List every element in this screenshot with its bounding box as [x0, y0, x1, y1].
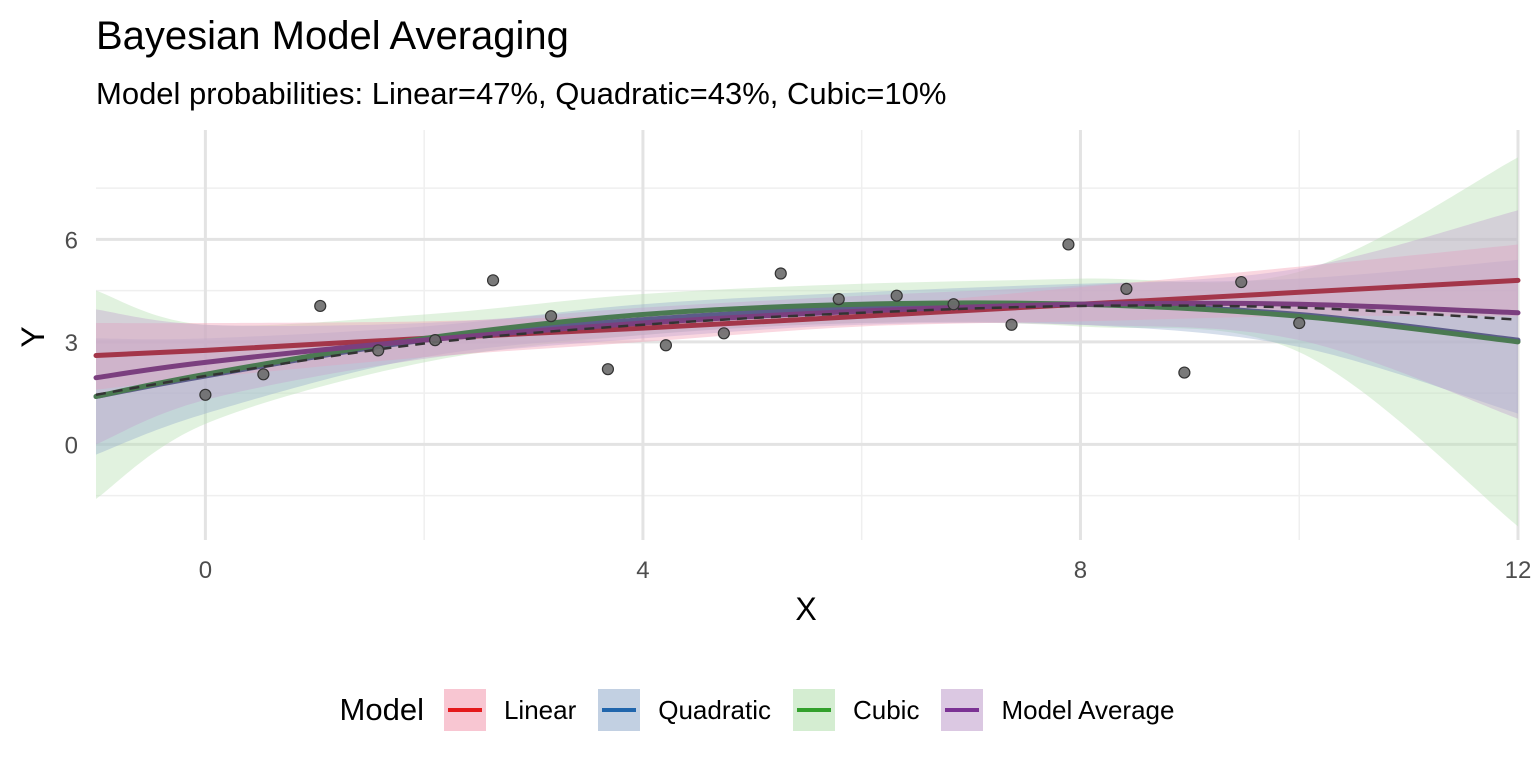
legend-key-cubic: [792, 689, 835, 731]
data-point: [486, 274, 500, 287]
legend-label-linear: Linear: [503, 694, 577, 725]
data-point: [1293, 316, 1306, 330]
reference-curve-dashed: [95, 304, 1519, 397]
x-axis-title: X: [795, 591, 816, 627]
line-linear: [93, 277, 1521, 358]
legend-label-cubic: Cubic: [852, 694, 920, 725]
legend-item-model-average: Model Average: [941, 689, 1174, 731]
chart-title: Bayesian Model Averaging: [96, 14, 569, 58]
data-point: [601, 363, 615, 376]
data-point: [717, 327, 730, 340]
data-point: [1178, 366, 1191, 379]
data-point: [947, 298, 960, 311]
legend-key-linear: [443, 689, 486, 731]
y-tick-label: 6: [65, 227, 78, 254]
x-tick-label: 0: [199, 557, 212, 584]
legend-item-quadratic: Quadratic: [598, 689, 771, 731]
x-tick-label: 12: [1505, 557, 1532, 584]
data-point: [1235, 275, 1248, 289]
legend-key-model-average: [941, 689, 984, 731]
legend-key-quadratic: [598, 689, 641, 731]
axis-ticks: 0 4 8 12 0 3 6: [65, 227, 1532, 584]
y-tick-label: 0: [65, 432, 78, 459]
legend-item-cubic: Cubic: [792, 689, 920, 731]
band-model-average: [96, 210, 1518, 445]
data-point: [544, 310, 558, 323]
data-point: [1005, 318, 1018, 331]
x-tick-label: 4: [636, 557, 649, 584]
data-point: [428, 334, 442, 347]
data-point: [257, 368, 270, 381]
y-axis-title: Y: [15, 326, 51, 347]
data-point: [314, 299, 327, 313]
data-point: [832, 293, 845, 306]
data-point: [1062, 238, 1075, 251]
line-cubic: [93, 300, 1521, 399]
legend-item-linear: Linear: [443, 689, 577, 731]
data-point: [659, 339, 672, 352]
legend-label-quadratic: Quadratic: [658, 694, 771, 725]
y-tick-label: 3: [65, 330, 78, 357]
legend-title: Model: [339, 692, 424, 727]
legend-label-model-average: Model Average: [1001, 694, 1175, 725]
observed-points: [199, 238, 1306, 401]
data-point: [199, 388, 212, 401]
data-point: [372, 344, 385, 357]
data-point: [1120, 282, 1133, 295]
legend: Model Linear Quadratic Cubic Model Avera…: [0, 684, 1536, 736]
x-tick-label: 8: [1074, 557, 1087, 584]
line-model-average: [93, 300, 1521, 381]
model-lines: [93, 277, 1521, 399]
data-point: [774, 267, 787, 280]
chart-subtitle: Model probabilities: Linear=47%, Quadrat…: [96, 76, 947, 111]
data-point: [890, 289, 903, 302]
